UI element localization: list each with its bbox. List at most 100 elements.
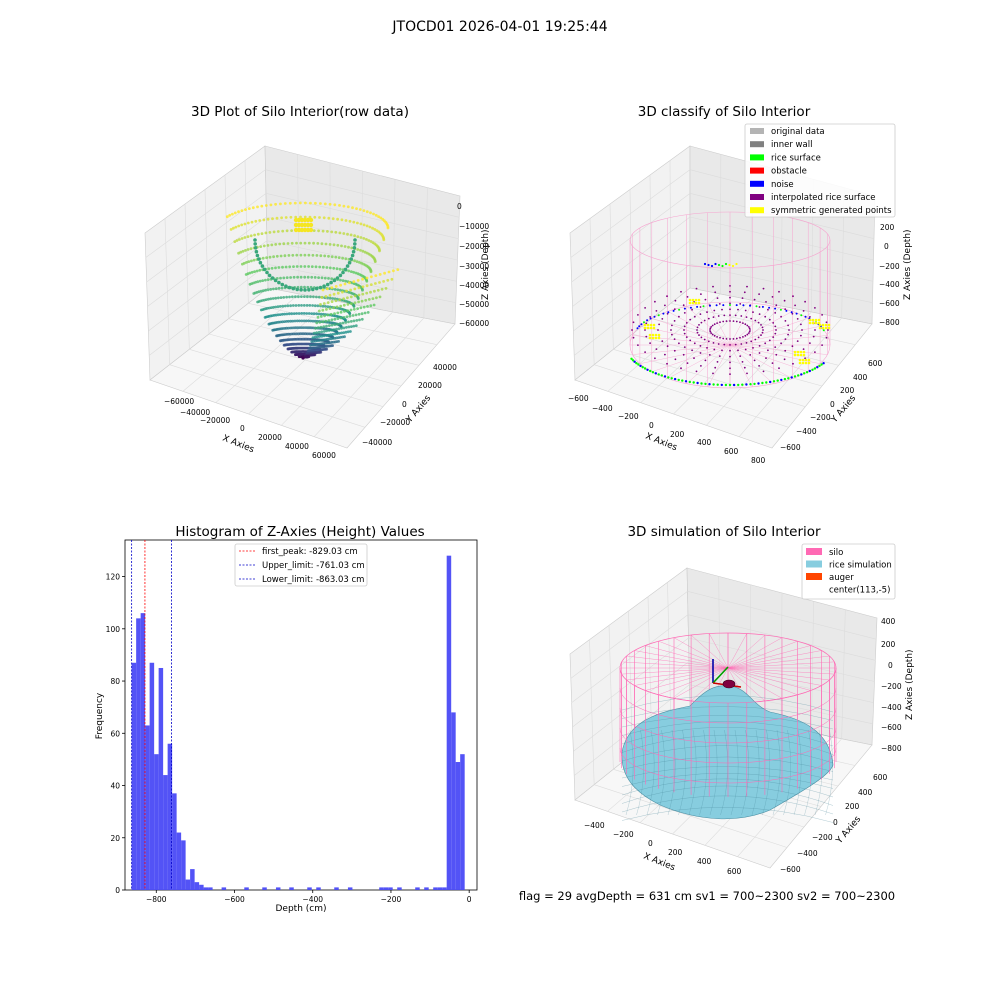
histogram-y-tick-label: 100	[106, 625, 121, 634]
classify-legend-swatch	[750, 154, 764, 161]
simulation-legend: silo rice simulation auger center(113,-5)	[801, 543, 896, 600]
histogram-bar	[388, 887, 393, 890]
raw-z-label: Z Axies (Depth)	[481, 229, 491, 300]
svg-text:600: 600	[724, 447, 739, 456]
simulation-y-ticks: 600 400 200 0 −200 −400 −600	[780, 773, 888, 874]
histogram-bar	[424, 887, 429, 890]
svg-text:20000: 20000	[258, 433, 282, 442]
svg-text:−60000: −60000	[164, 397, 194, 406]
simulation-panel-title: 3D simulation of Silo Interior	[627, 524, 821, 540]
raw-data-3d-panel: 3D Plot of Silo Interior(row data) −6000…	[144, 104, 491, 460]
classify-legend-label: interpolated rice surface	[771, 193, 876, 203]
svg-text:400: 400	[858, 788, 873, 797]
histogram-x-tick-label: −600	[224, 895, 245, 904]
histogram-x-ticks: −800 −600 −400 −200 0	[146, 890, 472, 904]
svg-text:−400: −400	[592, 404, 613, 413]
histogram-bar	[244, 887, 249, 890]
histogram-reference-lines	[131, 540, 172, 890]
histogram-bar	[203, 887, 209, 890]
histogram-bar	[194, 882, 200, 890]
svg-text:−10000: −10000	[459, 222, 489, 231]
raw-y-ticks: 40000 20000 0 −20000 −40000	[362, 363, 457, 447]
figure-suptitle: JTOCD01 2026-04-01 19:25:44	[391, 19, 607, 35]
histogram-bar	[181, 840, 186, 890]
classify-inner-wall-wireframe	[629, 211, 831, 389]
histogram-bar	[451, 712, 456, 890]
svg-text:200: 200	[881, 640, 896, 649]
raw-z-ticks: 0 −10000 −20000 −30000 −40000 −50000 −60…	[457, 202, 489, 328]
svg-text:−600: −600	[879, 299, 900, 308]
classify-legend-swatch	[750, 128, 764, 134]
svg-text:−40000: −40000	[362, 438, 392, 447]
svg-text:−400: −400	[797, 849, 818, 858]
histogram-y-tick-label: 40	[110, 782, 120, 791]
histogram-y-tick-label: 60	[110, 729, 120, 738]
svg-text:−400: −400	[881, 703, 902, 712]
svg-text:−40000: −40000	[459, 281, 489, 290]
svg-text:−400: −400	[796, 427, 817, 436]
classify-legend-label: original data	[771, 127, 825, 137]
histogram-x-tick-label: −800	[146, 895, 167, 904]
simulation-legend-label: center(113,-5)	[829, 586, 890, 596]
svg-text:−30000: −30000	[459, 262, 489, 271]
classify-y-label: Y Axies	[829, 393, 858, 425]
svg-text:−200: −200	[613, 830, 634, 839]
histogram-bar	[140, 613, 146, 890]
histogram-bar	[334, 887, 339, 890]
svg-text:400: 400	[853, 373, 868, 382]
simulation-silo-wireframe-front	[619, 667, 837, 797]
svg-text:−400: −400	[584, 821, 605, 830]
histogram-bar	[172, 793, 177, 890]
simulation-legend-label: silo	[829, 548, 843, 558]
simulation-3d-panel: 3D simulation of Silo Interior −400 −200…	[569, 524, 915, 876]
svg-text:0: 0	[648, 839, 653, 848]
histogram-legend: first_peak: -829.03 cm Upper_limit: -761…	[234, 543, 368, 587]
legend-lower-limit: Lower_limit: -863.03 cm	[262, 575, 364, 585]
simulation-y-label: Y Axies	[834, 814, 863, 846]
classify-x-ticks: −600 −400 −200 0 200 400 600 800	[568, 394, 766, 465]
histogram-bar	[221, 887, 227, 890]
histogram-bar	[460, 754, 465, 890]
histogram-bar	[379, 887, 384, 890]
svg-text:−20000: −20000	[459, 242, 489, 251]
svg-text:400: 400	[697, 438, 712, 447]
simulation-legend-swatch	[806, 573, 822, 580]
classify-legend-label: rice surface	[771, 153, 821, 163]
svg-text:60000: 60000	[312, 451, 336, 460]
svg-text:800: 800	[751, 456, 766, 465]
svg-text:200: 200	[670, 430, 685, 439]
classify-z-ticks: 200 0 −200 −400 −600 −800	[879, 223, 900, 327]
simulation-legend-swatch	[806, 548, 822, 555]
svg-text:−600: −600	[881, 723, 902, 732]
svg-text:600: 600	[868, 359, 883, 368]
histogram-bar	[415, 887, 420, 890]
histogram-panel: Histogram of Z-Axies (Height) Values −80…	[95, 524, 478, 914]
svg-text:200: 200	[668, 848, 683, 857]
raw-data-points	[225, 201, 400, 360]
svg-text:−60000: −60000	[459, 319, 489, 328]
svg-text:−20000: −20000	[380, 418, 410, 427]
classify-3d-panel: 3D classify of Silo Interior −600 −400 −…	[568, 104, 913, 465]
svg-text:0: 0	[240, 424, 245, 433]
classify-gridlines	[570, 154, 875, 437]
svg-text:0: 0	[833, 818, 838, 827]
simulation-legend-label: rice simulation	[829, 561, 892, 571]
histogram-bar	[154, 754, 159, 890]
svg-text:−600: −600	[780, 443, 801, 452]
svg-text:−200: −200	[618, 412, 639, 421]
histogram-bar	[176, 832, 182, 890]
svg-text:40000: 40000	[285, 442, 309, 451]
histogram-bar	[433, 887, 438, 890]
histogram-y-tick-label: 80	[110, 677, 120, 686]
histogram-bar	[136, 618, 141, 890]
histogram-bars	[131, 555, 465, 890]
histogram-bar	[145, 725, 150, 890]
histogram-y-label: Frequency	[95, 692, 105, 739]
svg-text:−40000: −40000	[180, 408, 210, 417]
classify-legend-swatch	[750, 141, 764, 148]
histogram-bar	[158, 667, 164, 890]
auger-marker	[712, 659, 742, 689]
svg-text:−200: −200	[812, 833, 833, 842]
svg-text:0: 0	[888, 661, 893, 670]
histogram-bar	[199, 884, 204, 890]
